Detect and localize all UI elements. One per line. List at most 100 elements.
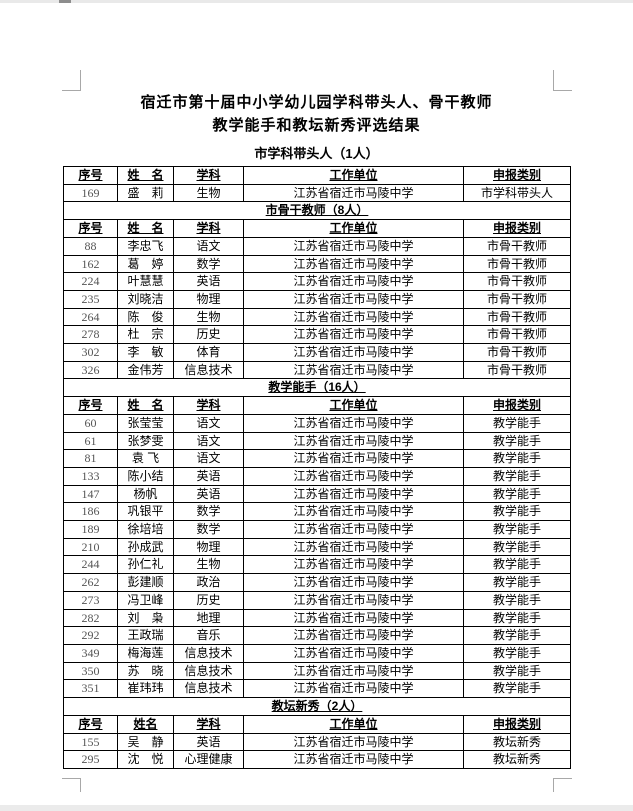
cell-subject: 政治	[173, 573, 244, 592]
cell-org: 江苏省宿迁市马陵中学	[243, 537, 464, 557]
cell-subject: 体育	[173, 343, 244, 362]
cell-name: 杨帆	[117, 484, 174, 504]
table-row: 224 叶慧慧 英语 江苏省宿迁市马陵中学 市骨干教师	[63, 272, 571, 291]
column-header-org: 工作单位	[243, 714, 464, 734]
column-header-subject: 学科	[173, 396, 244, 415]
cell-category: 教学能手	[463, 413, 571, 433]
column-header-text: 姓名	[133, 716, 158, 731]
cell-name: 李 敏	[117, 343, 174, 362]
cell-name: 张梦雯	[117, 431, 174, 451]
column-header-text: 学科	[196, 398, 221, 413]
cell-org: 江苏省宿迁市马陵中学	[243, 502, 464, 522]
column-header-row: 序号 姓 名 学科 工作单位 申报类别	[63, 396, 571, 415]
cell-index: 88	[63, 236, 118, 256]
cell-category: 教坛新秀	[463, 732, 571, 752]
column-header-text: 学科	[196, 716, 221, 731]
cell-category: 市骨干教师	[463, 360, 571, 380]
cell-category: 教学能手	[463, 643, 571, 663]
cell-org: 江苏省宿迁市马陵中学	[243, 431, 464, 451]
cell-subject: 心理健康	[173, 750, 244, 769]
cell-category: 教学能手	[463, 590, 571, 610]
column-header-subject: 学科	[173, 714, 244, 734]
cell-name: 孙成武	[117, 537, 174, 557]
cell-name: 彭建顺	[117, 573, 174, 592]
table-row: 81 袁 飞语文 江苏省宿迁市马陵中学 教学能手	[63, 449, 571, 468]
cell-category: 市骨干教师	[463, 289, 571, 309]
cell-org: 江苏省宿迁市马陵中学	[243, 236, 464, 256]
cell-name: 冯卫峰	[117, 590, 174, 610]
column-header-category: 申报类别	[463, 396, 571, 415]
cell-subject: 生物	[173, 555, 244, 575]
table-row: 162 葛 婷数学 江苏省宿迁市马陵中学 市骨干教师	[63, 254, 571, 274]
column-header-text: 学科	[196, 221, 221, 236]
cell-subject: 语文	[173, 431, 244, 451]
cell-org: 江苏省宿迁市马陵中学	[243, 254, 464, 274]
cell-subject: 历史	[173, 325, 244, 345]
section-heading-row: 市骨干教师（8人）	[63, 201, 571, 221]
cell-subject: 数学	[173, 254, 244, 274]
cell-org: 江苏省宿迁市马陵中学	[243, 484, 464, 504]
cell-org: 江苏省宿迁市马陵中学	[243, 608, 464, 628]
cell-name: 苏 晓	[117, 661, 174, 681]
column-header-org: 工作单位	[243, 396, 464, 415]
table-row: 133 陈小结 英语 江苏省宿迁市马陵中学 教学能手	[63, 466, 571, 486]
cell-index: 162	[63, 254, 118, 274]
column-header-index: 序号	[63, 219, 118, 238]
column-header-name: 姓 名	[117, 166, 174, 185]
cell-category: 教学能手	[463, 608, 571, 628]
cell-category: 市学科带头人	[463, 183, 571, 203]
cell-category: 教学能手	[463, 520, 571, 539]
column-header-row: 序号 姓 名 学科 工作单位 申报类别	[63, 219, 571, 238]
cell-index: 350	[63, 661, 118, 681]
cell-category: 教坛新秀	[463, 750, 571, 769]
crop-mark-bottom-left	[62, 778, 81, 792]
cell-org: 江苏省宿迁市马陵中学	[243, 590, 464, 610]
cell-name: 叶慧慧	[117, 272, 174, 291]
cell-subject: 语文	[173, 236, 244, 256]
doc-title-line2: 教学能手和教坛新秀评选结果	[212, 117, 421, 134]
section-heading: 教学能手（16人）	[63, 378, 571, 398]
column-header-text: 序号	[78, 221, 103, 236]
cell-index: 133	[63, 466, 118, 486]
section-heading-subject-leader: 市学科带头人（1人）	[254, 146, 379, 161]
column-header-text: 序号	[78, 168, 103, 182]
cell-index: 264	[63, 307, 118, 327]
cell-index: 262	[63, 573, 118, 592]
table-row: 61 张梦雯 语文 江苏省宿迁市马陵中学 教学能手	[63, 431, 571, 451]
section-heading: 市骨干教师（8人）	[63, 201, 571, 221]
cell-org: 江苏省宿迁市马陵中学	[243, 183, 464, 203]
cell-index: 147	[63, 484, 118, 504]
cell-org: 江苏省宿迁市马陵中学	[243, 679, 464, 699]
cell-index: 273	[63, 590, 118, 610]
column-header-category: 申报类别	[463, 166, 571, 185]
page-gap-strip-top	[0, 0, 633, 3]
column-header-name: 姓 名	[117, 219, 174, 238]
cell-org: 江苏省宿迁市马陵中学	[243, 573, 464, 592]
column-header-index: 序号	[63, 396, 118, 415]
section-heading-row: 教坛新秀（2人）	[63, 697, 571, 716]
cell-subject: 生物	[173, 307, 244, 327]
column-header-text: 申报类别	[492, 168, 541, 182]
cell-category: 教学能手	[463, 555, 571, 575]
cell-index: 155	[63, 732, 118, 752]
cell-subject: 物理	[173, 537, 244, 557]
table-row: 326 金伟芳 信息技术 江苏省宿迁市马陵中学 市骨干教师	[63, 360, 571, 380]
cell-org: 江苏省宿迁市马陵中学	[243, 626, 464, 645]
table-row: 155 吴 静英语 江苏省宿迁市马陵中学 教坛新秀	[63, 732, 571, 752]
table-row: 169 盛 莉生物 江苏省宿迁市马陵中学 市学科带头人	[63, 183, 571, 203]
cell-category: 教学能手	[463, 484, 571, 504]
page-gap-strip-bottom	[0, 805, 633, 811]
cell-org: 江苏省宿迁市马陵中学	[243, 661, 464, 681]
column-header-text: 姓 名	[127, 221, 164, 236]
table-row: 60 张莹莹 语文 江苏省宿迁市马陵中学 教学能手	[63, 413, 571, 433]
cell-name: 沈 悦	[117, 750, 174, 769]
cell-org: 江苏省宿迁市马陵中学	[243, 272, 464, 291]
cell-subject: 英语	[173, 484, 244, 504]
cell-org: 江苏省宿迁市马陵中学	[243, 732, 464, 752]
cell-name: 徐培培	[117, 520, 174, 539]
cell-index: 61	[63, 431, 118, 451]
column-header-org: 工作单位	[243, 219, 464, 238]
cell-index: 189	[63, 520, 118, 539]
cell-name: 袁 飞	[117, 449, 174, 468]
section-heading-text: 教学能手（16人）	[268, 380, 366, 395]
